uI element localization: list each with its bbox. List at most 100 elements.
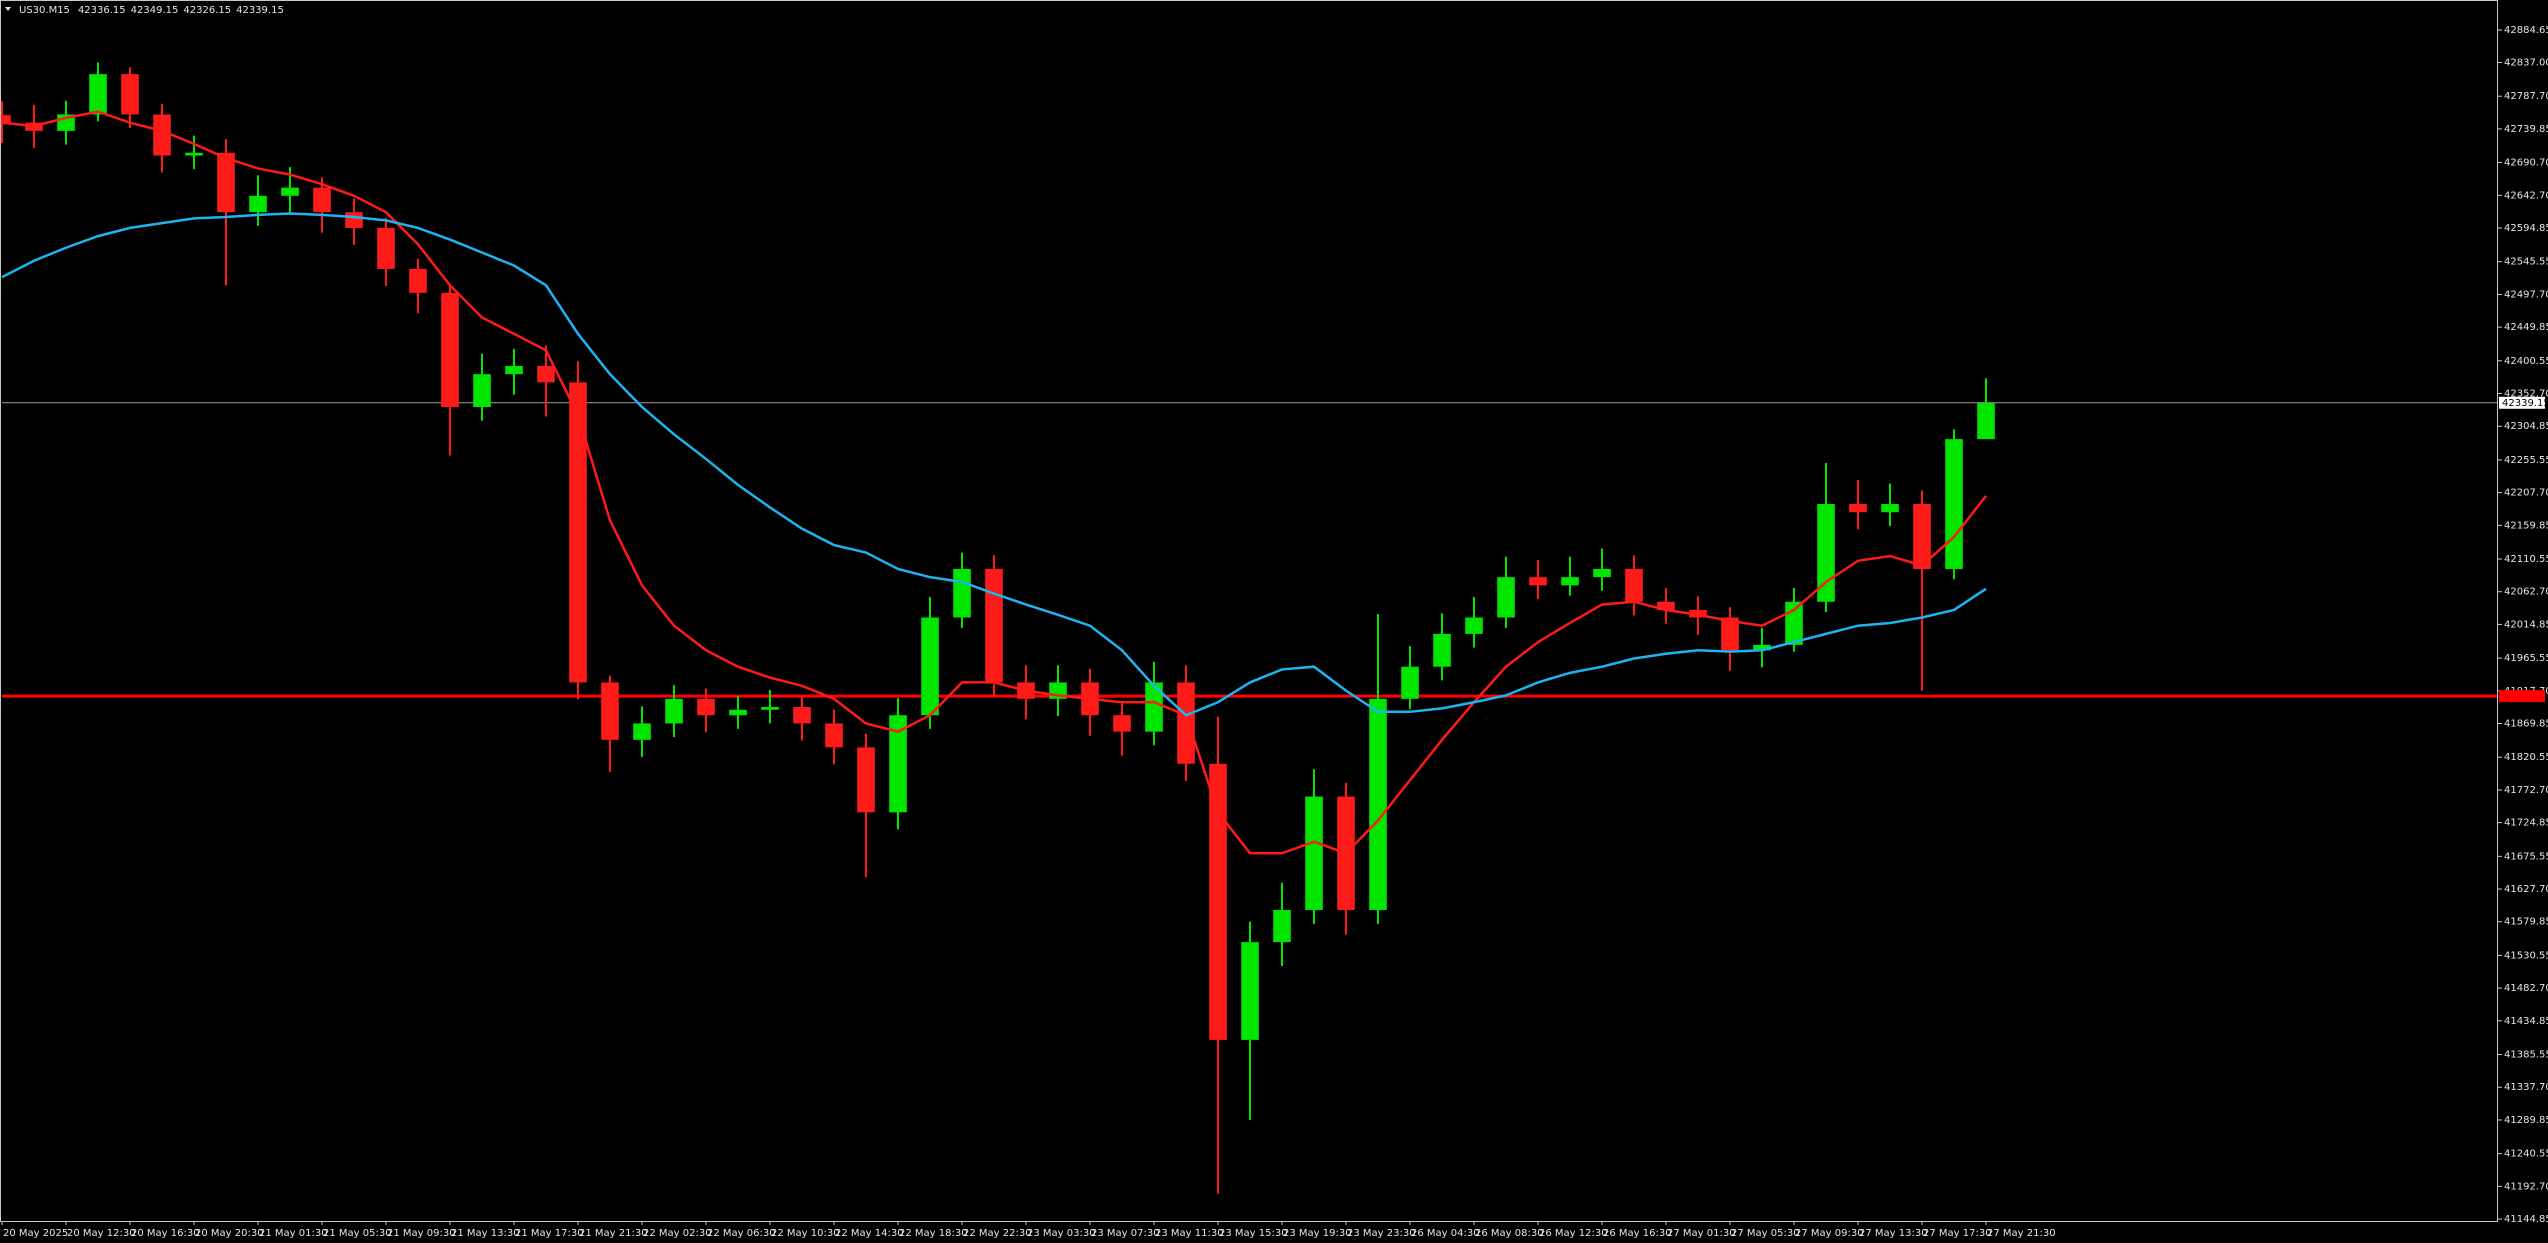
y-tick-label: 42787.70 [2504,91,2548,102]
candle-body [1,115,11,123]
y-tick-label: 42837.00 [2504,58,2548,69]
candle-body [217,152,235,213]
x-tick-label: 26 May 16:30 [1603,1228,1672,1239]
candle-body [601,682,619,740]
y-tick-label: 42497.70 [2504,289,2548,300]
x-tick-label: 21 May 17:30 [515,1228,584,1239]
y-tick-label: 41965.55 [2504,653,2548,664]
x-tick-label: 27 May 01:30 [1667,1228,1736,1239]
x-tick-label: 26 May 08:30 [1475,1228,1544,1239]
x-tick-label: 22 May 18:30 [899,1228,968,1239]
y-tick-label: 42642.70 [2504,190,2548,201]
x-tick-label: 23 May 03:30 [1027,1228,1096,1239]
candle-body [1273,910,1291,943]
candle-body [1145,682,1163,732]
y-tick-label: 42014.85 [2504,619,2548,630]
y-tick-label: 41192.70 [2504,1181,2548,1192]
y-tick-label: 42400.55 [2504,356,2548,367]
y-tick-label: 42352.70 [2504,389,2548,400]
candle-body [1945,439,1963,569]
y-tick-label: 41240.55 [2504,1149,2548,1160]
header-open: 42336.15 [78,5,126,16]
candle-body [1113,715,1131,732]
moving-average [1,212,1987,717]
candle-body [249,195,267,213]
x-tick-label: 27 May 17:30 [1923,1228,1992,1239]
candle-body [665,698,683,724]
x-tick-label: 27 May 05:30 [1731,1228,1800,1239]
candle-body [1401,666,1419,699]
y-tick-label: 42884.65 [2504,25,2548,36]
candle-body [89,74,107,115]
y-tick-label: 41530.55 [2504,950,2548,961]
candle-body [697,698,715,716]
x-tick-label: 27 May 13:30 [1859,1228,1928,1239]
candle-body [153,114,171,156]
y-tick-label: 42207.70 [2504,488,2548,499]
candle-body [729,709,747,716]
y-tick-label: 42062.70 [2504,587,2548,598]
candle-body [185,152,203,156]
candle-body [761,707,779,710]
candle-body [1913,504,1931,569]
candle-body [1177,682,1195,764]
candle-body [921,617,939,716]
candle-body [441,292,459,407]
header-close: 42339.15 [236,5,284,16]
x-tick-label: 20 May 2025 [3,1228,68,1239]
candle-body [537,365,555,383]
candle-body [409,268,427,293]
y-tick-label: 41289.85 [2504,1115,2548,1126]
bid-price-label: 42339.15 [2502,398,2548,409]
x-tick-label: 26 May 04:30 [1411,1228,1480,1239]
x-tick-label: 20 May 16:30 [131,1228,200,1239]
x-tick-label: 21 May 13:30 [451,1228,520,1239]
y-tick-label: 41434.85 [2504,1016,2548,1027]
candle-body [505,365,523,375]
candle-body [1529,577,1547,586]
y-tick-label: 41772.70 [2504,785,2548,796]
moving-average [1,110,1987,855]
candle-body [1625,568,1643,602]
candle-body [1881,504,1899,513]
x-tick-label: 21 May 21:30 [579,1228,648,1239]
menu-arrow[interactable] [5,7,11,11]
y-tick-label: 41675.55 [2504,851,2548,862]
x-tick-label: 23 May 19:30 [1283,1228,1352,1239]
candle-body [569,382,587,683]
candle-body [1593,568,1611,578]
candle-body [1433,633,1451,667]
candle-body [985,568,1003,683]
plot-area [1,62,2497,1194]
candle-body [313,187,331,213]
candle-body [377,227,395,269]
x-tick-label: 23 May 15:30 [1219,1228,1288,1239]
bid-price-box [2499,396,2545,409]
header-low: 42326.15 [183,5,231,16]
candle-body [793,707,811,724]
y-tick-label: 42594.85 [2504,223,2548,234]
y-tick-label: 41869.85 [2504,719,2548,730]
x-tick-label: 22 May 02:30 [643,1228,712,1239]
chart-header: US30.M15 42336.15 42349.15 42326.15 42339.15 [19,5,284,16]
candle-body [825,723,843,748]
candle-body [1465,617,1483,634]
candle-body [1241,942,1259,1040]
candle-body [1785,601,1803,645]
x-tick-label: 22 May 22:30 [963,1228,1032,1239]
y-tick-label: 41724.85 [2504,818,2548,829]
plot-frame [0,0,2498,1222]
y-tick-label: 41820.55 [2504,752,2548,763]
x-tick-label: 23 May 23:30 [1347,1228,1416,1239]
candle-body [1817,504,1835,602]
candle-body [953,568,971,618]
x-tick-label: 23 May 11:30 [1155,1228,1224,1239]
y-tick-label: 42304.85 [2504,421,2548,432]
x-tick-label: 22 May 14:30 [835,1228,904,1239]
x-tick-label: 22 May 06:30 [707,1228,776,1239]
y-tick-label: 41385.55 [2504,1050,2548,1061]
symbol: US30.M15 [19,5,70,16]
candle-body [345,212,363,228]
